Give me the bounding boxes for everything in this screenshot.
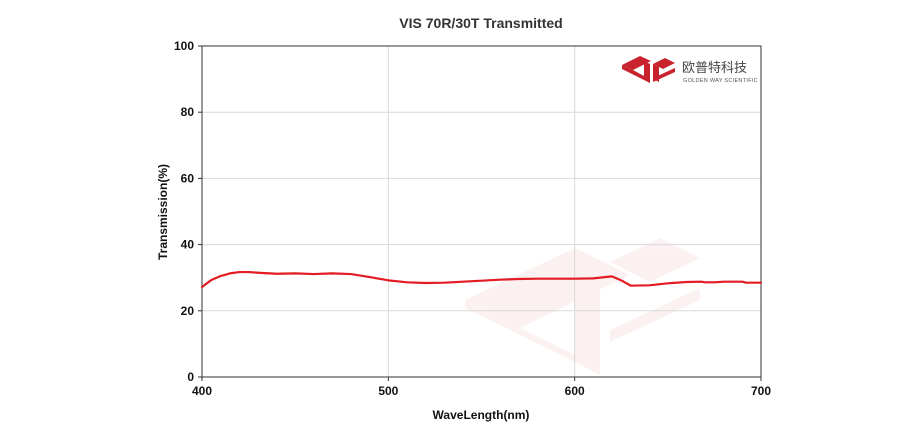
grid	[202, 46, 761, 377]
x-tick-label: 400	[192, 384, 212, 398]
plot-frame	[201, 45, 762, 378]
y-tick-label: 60	[181, 171, 195, 185]
logo-mark-icon	[622, 56, 675, 83]
logo-cn-text: 欧普特科技	[682, 61, 747, 76]
x-tick-label: 500	[378, 384, 398, 398]
x-axis-label: WaveLength(nm)	[433, 408, 530, 422]
y-tick-label: 20	[181, 304, 195, 318]
watermark-logo	[465, 238, 700, 375]
x-tick-label: 700	[751, 384, 771, 398]
y-tick-label: 100	[174, 39, 194, 53]
series-line-0	[200, 270, 763, 289]
chart-title: VIS 70R/30T Transmitted	[399, 15, 562, 31]
brand-logo: 欧普特科技 GOLDEN WAY SCIENTIFIC	[622, 56, 758, 84]
y-tick-labels: 0 20 40 60 80 100	[174, 39, 202, 384]
series-layer	[200, 270, 763, 289]
logo-en-text: GOLDEN WAY SCIENTIFIC	[683, 78, 758, 84]
y-tick-label: 40	[181, 238, 195, 252]
y-tick-label: 80	[181, 105, 195, 119]
y-tick-label: 0	[187, 370, 194, 384]
x-tick-label: 600	[565, 384, 585, 398]
y-axis-label: Transmission(%)	[156, 164, 170, 260]
x-tick-labels: 400 500 600 700	[192, 377, 771, 398]
